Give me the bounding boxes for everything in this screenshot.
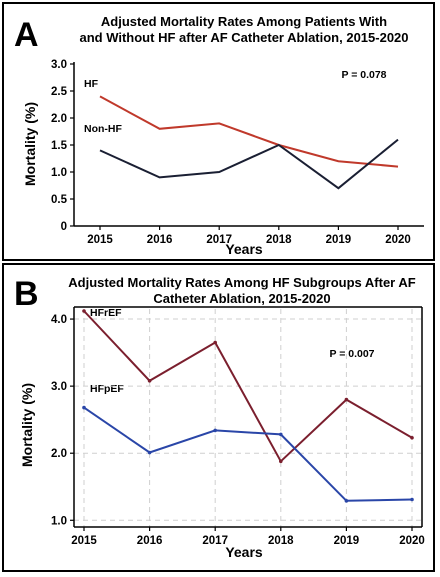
chart-a-xtick-label: 2020 [385,234,411,246]
chart-b-xtick-label: 2015 [71,535,97,547]
chart-a-ytick-label: 1.0 [51,167,67,179]
chart-a-series-line-hf [99,95,399,168]
chart-a-xlabel: Years [225,241,263,257]
chart-b-xtick-label: 2019 [334,535,360,547]
panel-b: B Adjusted Mortality Rates Among HF Subg… [2,263,435,572]
chart-b-point-hfref [147,378,152,383]
chart-b-series-line-hfref [83,310,413,463]
chart-b-point-hfpef [344,499,349,503]
chart-b-xtick-label: 2018 [268,535,294,547]
chart-a-title-line-2: and Without HF after AF Catheter Ablatio… [79,30,408,45]
chart-a-ylabel: Mortality (%) [22,102,38,186]
panel-a-letter: A [14,16,39,54]
chart-a-ytick-label: 2.5 [51,86,68,98]
chart-b-point-hfpef [279,432,283,437]
chart-b-ytick-label: 3.0 [51,381,67,393]
chart-a-xtick-label: 2017 [206,234,232,246]
chart-b: B Adjusted Mortality Rates Among HF Subg… [14,275,425,560]
chart-b-point-hfpef [82,405,86,410]
chart-b-point-hfpef [147,450,152,455]
chart-b-title-line-1: Adjusted Mortality Rates Among HF Subgro… [68,275,415,290]
chart-b-point-hfref [82,309,86,313]
chart-b-ytick-label: 1.0 [51,515,67,527]
chart-b-series-line-hfpef [83,406,413,502]
chart-a-xtick-label: 2019 [326,234,352,246]
chart-a-ytick-label: 1.5 [51,140,68,152]
chart-b-point-hfpef [213,428,217,433]
chart-b-xtick-label: 2017 [202,535,228,547]
chart-a-ytick-label: 2.0 [51,113,67,125]
chart-b-xtick-label: 2016 [137,535,163,547]
chart-b-ytick-label: 2.0 [51,448,67,460]
chart-b-xtick-label: 2020 [399,535,425,547]
chart-a-ytick-label: 0 [61,221,67,233]
chart-a: A Adjusted Mortality Rates Among Patient… [14,14,424,257]
chart-b-xlabel: Years [225,544,263,560]
chart-a-xtick-label: 2018 [266,234,292,246]
chart-a-label-non-hf: Non-HF [84,123,122,135]
chart-a-xtick-label: 2015 [87,234,113,246]
chart-a-ytick-label: 3.0 [51,59,67,71]
chart-b-p-value: P = 0.007 [329,348,374,360]
chart-b-point-hfref [410,435,414,440]
chart-b-point-hfref [344,397,349,402]
chart-a-series-line-non-hf [99,138,399,190]
chart-b-title-line-2: Catheter Ablation, 2015-2020 [153,291,330,306]
chart-b-ylabel: Mortality (%) [19,383,35,467]
chart-b-label-hfpef: HFpEF [90,383,124,395]
panel-b-letter: B [14,275,39,313]
chart-a-title-line-1: Adjusted Mortality Rates Among Patients … [101,14,387,29]
chart-b-point-hfpef [410,497,414,502]
chart-a-p-value: P = 0.078 [341,69,386,81]
chart-a-label-hf: HF [84,78,99,90]
panel-a: A Adjusted Mortality Rates Among Patient… [2,2,435,261]
chart-a-ytick-label: 0.5 [51,194,68,206]
chart-b-point-hfref [213,340,217,345]
chart-b-ytick-label: 4.0 [51,314,67,326]
chart-a-xtick-label: 2016 [147,234,173,246]
chart-b-label-hfref: HFrEF [90,307,122,319]
chart-b-point-hfref [279,459,283,464]
